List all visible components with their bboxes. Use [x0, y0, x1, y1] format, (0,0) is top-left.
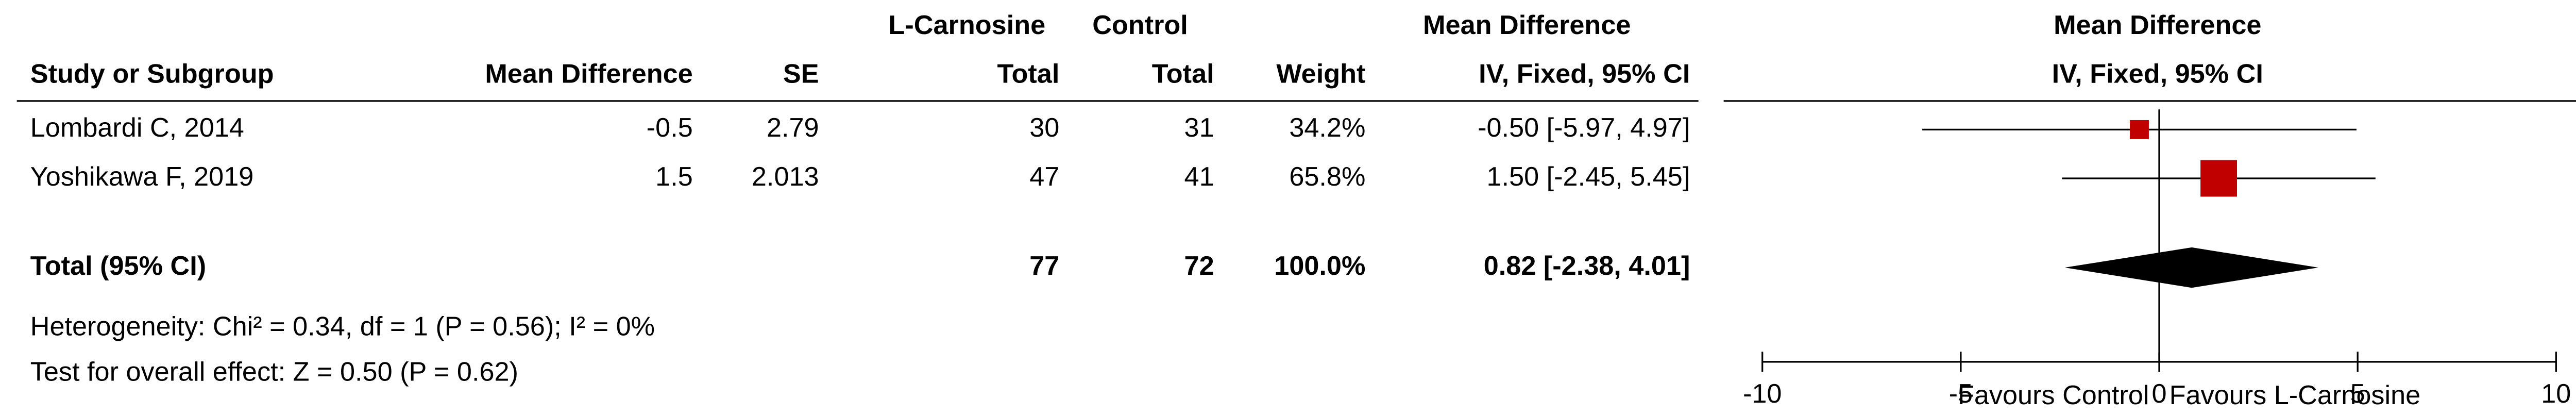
x-tick-label: -5 — [1949, 379, 1973, 409]
favours-right: Favours L-Carnosine — [2170, 380, 2421, 410]
cell: 47 — [1029, 162, 1059, 192]
header: IV, Fixed, 95% CI — [2052, 59, 2263, 89]
cell: 72 — [1184, 251, 1214, 281]
effect-square — [2130, 120, 2149, 139]
cell: 34.2% — [1289, 113, 1365, 143]
header: L-Carnosine — [888, 10, 1045, 40]
cell: -0.5 — [647, 113, 693, 143]
cell: 65.8% — [1289, 162, 1365, 192]
header: SE — [783, 59, 819, 89]
cell: 1.5 — [655, 162, 693, 192]
header: Mean Difference — [2054, 10, 2261, 40]
x-tick-label: 10 — [2541, 379, 2571, 409]
cell: -0.50 [-5.97, 4.97] — [1478, 113, 1690, 143]
cell: 41 — [1184, 162, 1214, 192]
effect-square — [2200, 160, 2237, 197]
cell: 1.50 [-2.45, 5.45] — [1487, 162, 1690, 192]
header: Mean Difference — [1423, 10, 1631, 40]
total-diamond — [2064, 247, 2318, 288]
cell: 0.82 [-2.38, 4.01] — [1484, 251, 1690, 281]
study-name: Yoshikawa F, 2019 — [30, 162, 254, 192]
cell: 2.79 — [767, 113, 819, 143]
header: Total — [1152, 59, 1214, 89]
header: Total — [997, 59, 1059, 89]
header: Weight — [1276, 59, 1365, 89]
cell: 100.0% — [1274, 251, 1365, 281]
total-row: Total (95% CI) 77 72 100.0% 0.82 [-2.38, 4.0… — [30, 251, 1690, 281]
total-label: Total (95% CI) — [30, 251, 206, 281]
study-name: Lombardi C, 2014 — [30, 113, 244, 143]
cell: 2.013 — [752, 162, 819, 192]
heterogeneity: Heterogeneity: Chi² = 0.34, df = 1 (P = … — [30, 311, 655, 341]
favours-left: Favours Control — [1958, 380, 2149, 410]
header: Study or Subgroup — [30, 59, 274, 89]
x-tick-label: 5 — [2350, 379, 2365, 409]
overall-effect: Test for overall effect: Z = 0.50 (P = 0… — [30, 357, 518, 387]
cell: 31 — [1184, 113, 1214, 143]
cell: 30 — [1029, 113, 1059, 143]
x-tick-label: -10 — [1743, 379, 1782, 409]
header: Control — [1092, 10, 1188, 40]
header: IV, Fixed, 95% CI — [1479, 59, 1690, 89]
cell: 77 — [1029, 251, 1059, 281]
x-tick-label: 0 — [2151, 379, 2166, 409]
header: Mean Difference — [485, 59, 692, 89]
